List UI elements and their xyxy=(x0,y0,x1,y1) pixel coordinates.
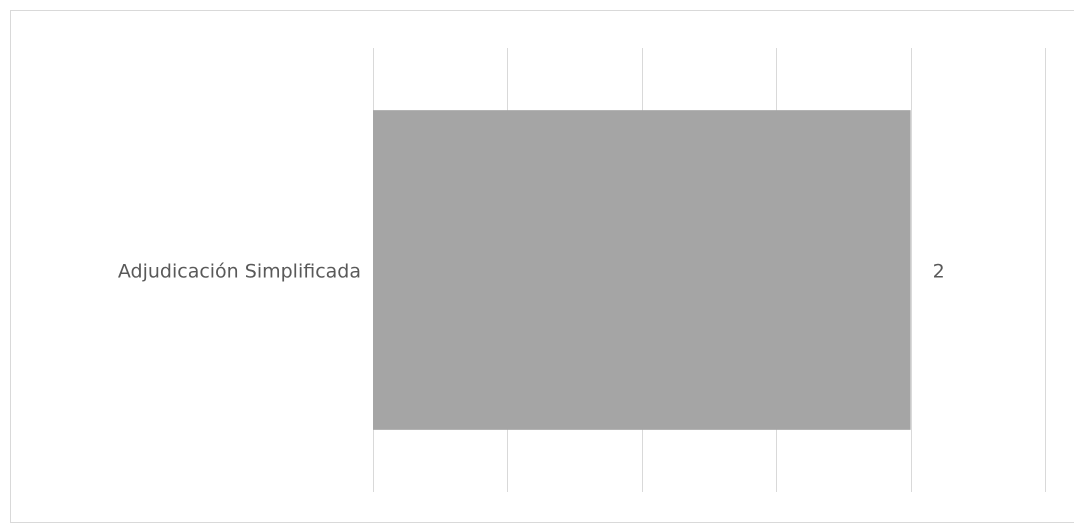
data-label: 2 xyxy=(933,261,945,283)
bar xyxy=(373,110,911,430)
y-tick-label: Adjudicación Simplificada xyxy=(118,261,361,283)
